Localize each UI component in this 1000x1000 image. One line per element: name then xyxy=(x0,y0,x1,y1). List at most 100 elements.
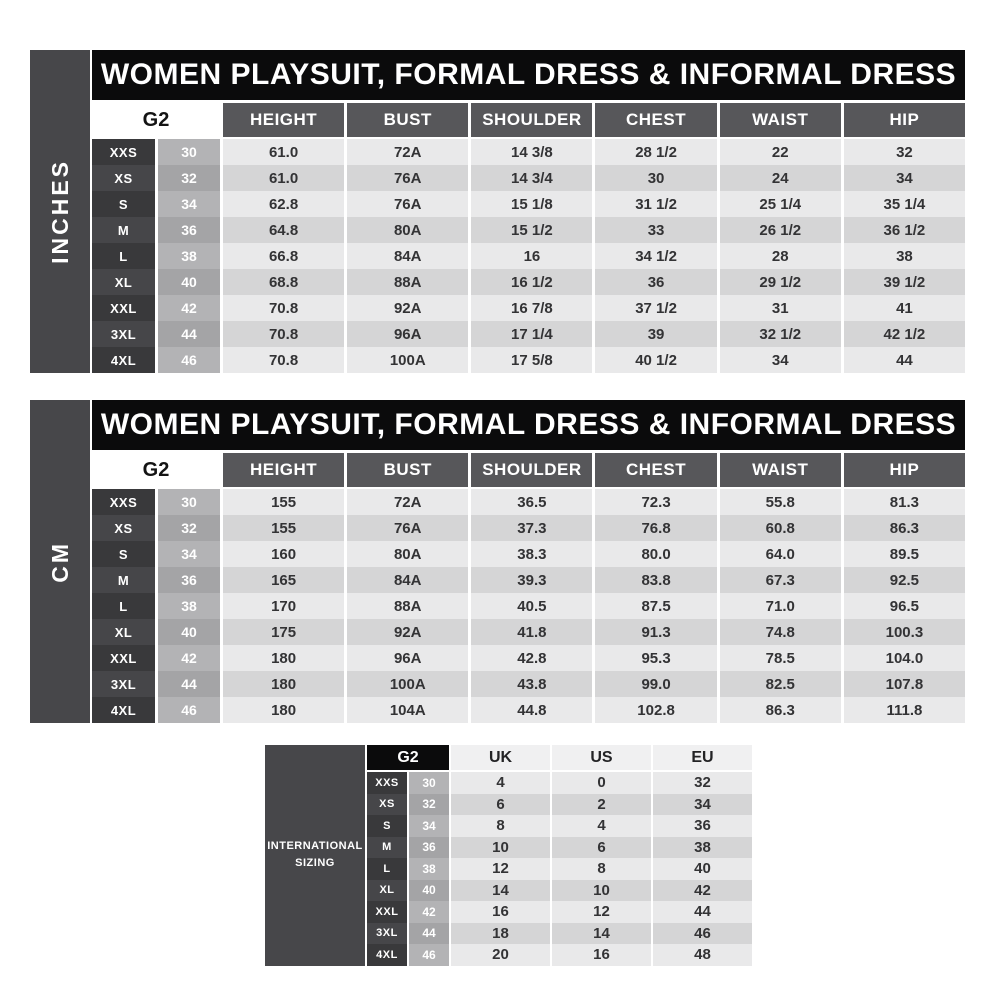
data-cell: 34 1/2 xyxy=(595,243,717,269)
g2-header-cell: G2 xyxy=(92,103,220,137)
data-cell: 92A xyxy=(347,295,469,321)
g2-number-cell: 36 xyxy=(158,567,220,593)
data-cell: 15 1/2 xyxy=(471,217,593,243)
data-cell: 14 xyxy=(552,922,651,944)
data-cell: 39 1/2 xyxy=(843,269,965,295)
cm-header-row: G2 HEIGHT BUST SHOULDER CHEST WAIST HIP xyxy=(92,453,965,487)
g2-number-cell: 38 xyxy=(158,243,220,269)
data-cell: 80A xyxy=(347,217,469,243)
data-cell: 10 xyxy=(451,836,550,858)
data-cell: 18 xyxy=(451,922,550,944)
data-cell: 72A xyxy=(347,489,469,515)
data-cell: 86.3 xyxy=(719,697,841,723)
data-cell: 39.3 xyxy=(471,567,593,593)
size-label-cell: XXS xyxy=(92,489,155,515)
size-label-cell: S xyxy=(92,541,155,567)
international-sizing-label-line2: SIZING xyxy=(295,857,335,870)
size-label-cell: M xyxy=(92,217,155,243)
data-cell: 42.8 xyxy=(471,645,593,671)
inches-size-table: INCHES WOMEN PLAYSUIT, FORMAL DRESS & IN… xyxy=(30,50,965,373)
data-cell: 55.8 xyxy=(719,489,841,515)
cm-size-table: CM WOMEN PLAYSUIT, FORMAL DRESS & INFORM… xyxy=(30,400,965,723)
data-cell: 64.0 xyxy=(719,541,841,567)
data-cell: 17 5/8 xyxy=(471,347,593,373)
data-cell: 34 xyxy=(843,165,965,191)
data-cell: 180 xyxy=(223,697,345,723)
data-cell: 14 3/8 xyxy=(471,139,593,165)
data-cell: 67.3 xyxy=(719,567,841,593)
data-cell: 102.8 xyxy=(595,697,717,723)
data-cell: 48 xyxy=(653,944,752,966)
g2-number-cell: 44 xyxy=(158,671,220,697)
data-cell: 155 xyxy=(223,515,345,541)
data-cell: 91.3 xyxy=(595,619,717,645)
data-cell: 15 1/8 xyxy=(471,191,593,217)
data-cell: 6 xyxy=(451,793,550,815)
data-cell: 37 1/2 xyxy=(595,295,717,321)
data-cell: 26 1/2 xyxy=(719,217,841,243)
size-label-cell: 3XL xyxy=(367,922,407,944)
cm-table-title: WOMEN PLAYSUIT, FORMAL DRESS & INFORMAL … xyxy=(92,400,965,450)
data-cell: 80.0 xyxy=(595,541,717,567)
data-cell: 84A xyxy=(347,243,469,269)
data-cell: 62.8 xyxy=(223,191,345,217)
g2-number-cell: 44 xyxy=(409,922,449,944)
g2-header-cell: G2 xyxy=(92,453,220,487)
size-label-cell: L xyxy=(92,243,155,269)
g2-header-cell: G2 xyxy=(367,745,449,770)
data-cell: 33 xyxy=(595,217,717,243)
data-cell: 38 xyxy=(653,836,752,858)
cm-table-body: XXS 30 155 72A 36.5 72.3 55.8 81.3 XS 32 155 76A 37.… xyxy=(92,489,965,723)
data-cell: 170 xyxy=(223,593,345,619)
data-cell: 37.3 xyxy=(471,515,593,541)
size-label-cell: 4XL xyxy=(92,697,155,723)
data-cell: 16 xyxy=(552,944,651,966)
data-cell: 20 xyxy=(451,944,550,966)
data-cell: 74.8 xyxy=(719,619,841,645)
data-cell: 32 xyxy=(653,772,752,794)
size-label-cell: XXL xyxy=(92,295,155,321)
data-cell: 86.3 xyxy=(843,515,965,541)
data-cell: 88A xyxy=(347,269,469,295)
data-cell: 76.8 xyxy=(595,515,717,541)
data-cell: 76A xyxy=(347,515,469,541)
data-cell: 87.5 xyxy=(595,593,717,619)
data-cell: 12 xyxy=(451,858,550,880)
g2-number-cell: 34 xyxy=(158,191,220,217)
cm-table-main: WOMEN PLAYSUIT, FORMAL DRESS & INFORMAL … xyxy=(92,400,965,723)
inches-unit-sidebar: INCHES xyxy=(30,50,90,373)
size-label-cell: XXL xyxy=(367,901,407,923)
data-cell: 66.8 xyxy=(223,243,345,269)
size-label-cell: 4XL xyxy=(367,944,407,966)
data-cell: 41.8 xyxy=(471,619,593,645)
g2-number-cell: 46 xyxy=(409,944,449,966)
data-cell: 99.0 xyxy=(595,671,717,697)
data-cell: 71.0 xyxy=(719,593,841,619)
g2-number-cell: 32 xyxy=(158,165,220,191)
size-label-cell: 3XL xyxy=(92,671,155,697)
column-header-hip: HIP xyxy=(843,453,965,487)
data-cell: 6 xyxy=(552,836,651,858)
data-cell: 24 xyxy=(719,165,841,191)
data-cell: 25 1/4 xyxy=(719,191,841,217)
column-header-waist: WAIST xyxy=(719,103,841,137)
data-cell: 165 xyxy=(223,567,345,593)
data-cell: 61.0 xyxy=(223,165,345,191)
column-header-bust: BUST xyxy=(347,453,469,487)
data-cell: 36 1/2 xyxy=(843,217,965,243)
g2-number-cell: 38 xyxy=(409,858,449,880)
data-cell: 40.5 xyxy=(471,593,593,619)
data-cell: 100A xyxy=(347,347,469,373)
data-cell: 31 1/2 xyxy=(595,191,717,217)
data-cell: 42 xyxy=(653,879,752,901)
data-cell: 88A xyxy=(347,593,469,619)
column-header-chest: CHEST xyxy=(595,453,717,487)
data-cell: 38.3 xyxy=(471,541,593,567)
data-cell: 16 xyxy=(451,901,550,923)
data-cell: 111.8 xyxy=(843,697,965,723)
g2-number-cell: 30 xyxy=(158,489,220,515)
g2-number-cell: 32 xyxy=(158,515,220,541)
intl-table-main: G2 UK US EU XXS 30 4 0 32 XS 32 6 2 34 S 34 8 4 36 M 36 10 6… xyxy=(367,745,752,966)
g2-number-cell: 32 xyxy=(409,793,449,815)
data-cell: 14 xyxy=(451,879,550,901)
